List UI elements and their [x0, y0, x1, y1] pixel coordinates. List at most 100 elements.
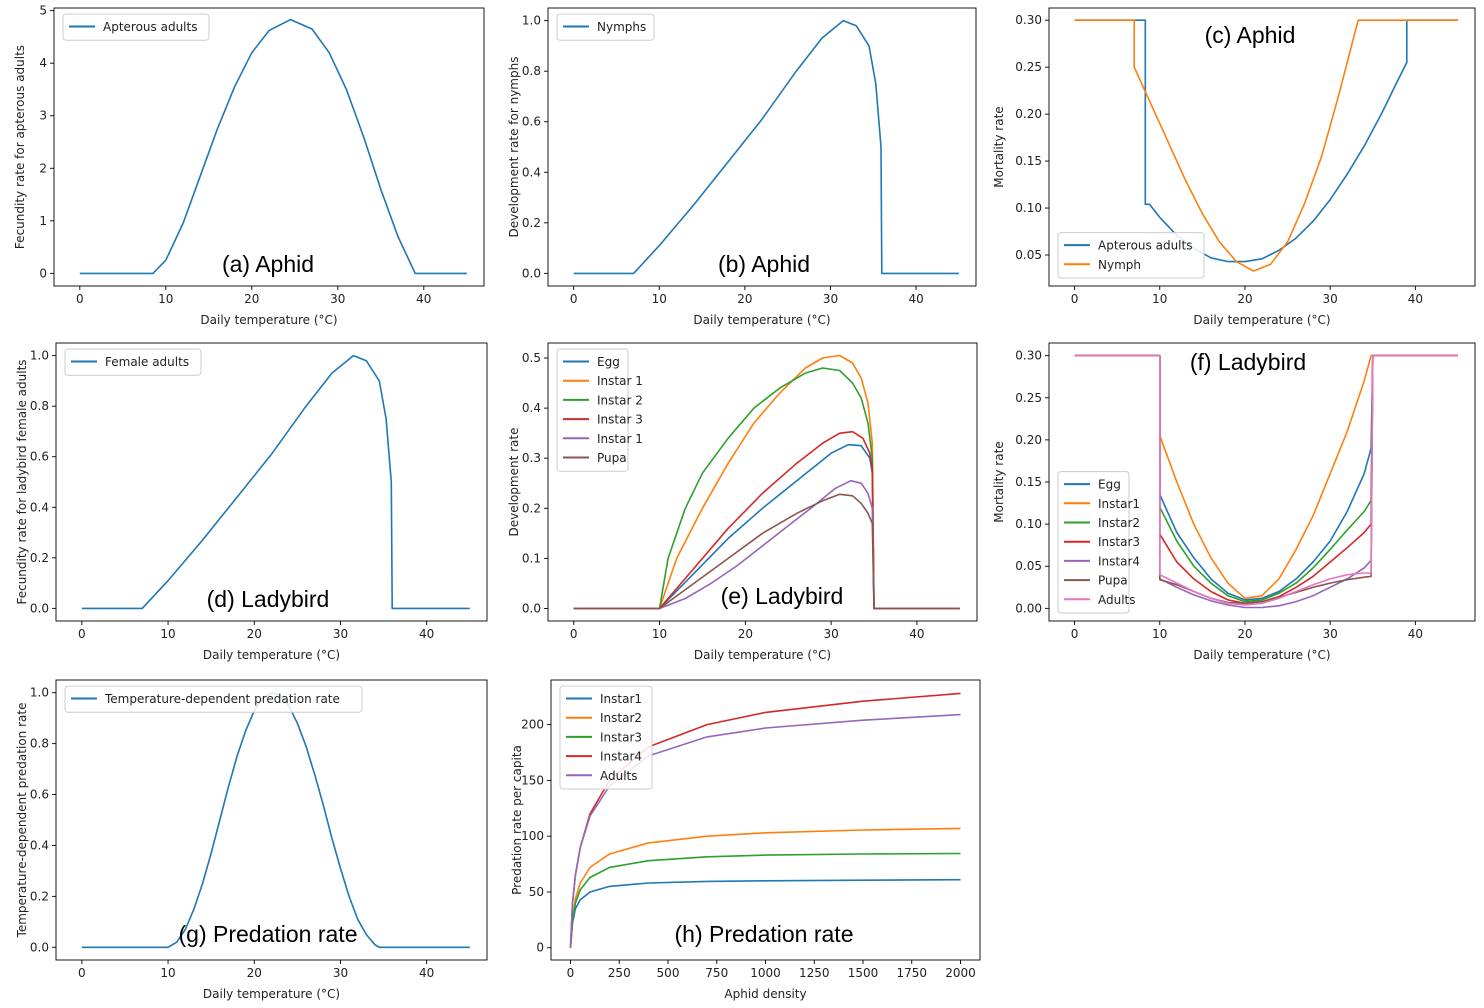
series-line-e-3	[573, 430, 960, 610]
y-tick-label-e: 0.1	[522, 551, 541, 565]
y-axis-label-f: Mortality rate	[992, 441, 1006, 522]
x-tick-label-c: 0	[1071, 292, 1079, 306]
x-axis-label-b: Daily temperature (°C)	[693, 313, 830, 327]
panel-title-e: (e) Ladybird	[721, 583, 844, 609]
y-tick-label-b: 0.0	[522, 266, 541, 280]
series-line-c-1	[1074, 19, 1458, 272]
x-tick-label-g: 40	[419, 966, 434, 980]
x-axis-label-c: Daily temperature (°C)	[1193, 313, 1330, 327]
y-axis-label-d: Fecundity rate for ladybird female adult…	[15, 359, 29, 604]
legend-label-e-1: Instar 1	[597, 374, 643, 388]
legend-label-h-0: Instar1	[600, 692, 642, 706]
x-tick-label-d: 40	[419, 627, 434, 641]
x-tick-label-c: 30	[1323, 292, 1338, 306]
x-tick-label-g: 0	[78, 966, 86, 980]
chart-panel-g: 0 10 20 30 40 0.0 0.2 0.4 0.6 0.8 1.0 Daily tempera…	[15, 679, 488, 1001]
y-tick-label-f: 0.05	[1015, 559, 1042, 573]
x-tick-label-a: 20	[244, 292, 259, 306]
y-tick-label-a: 5	[39, 4, 47, 18]
x-tick-label-d: 20	[247, 627, 262, 641]
plot-frame-e	[547, 342, 978, 622]
legend-label-f-0: Egg	[1098, 478, 1121, 492]
y-tick-label-h: 100	[521, 829, 544, 843]
plot-frame-b	[547, 7, 977, 287]
y-tick-label-c: 0.30	[1015, 13, 1042, 27]
x-tick-label-a: 0	[76, 292, 84, 306]
plot-frame-a	[53, 7, 485, 287]
x-tick-label-f: 30	[1323, 627, 1338, 641]
legend-b: Nymphs	[556, 13, 655, 41]
x-axis-label-f: Daily temperature (°C)	[1193, 648, 1330, 662]
x-tick-label-b: 20	[737, 292, 752, 306]
legend-label-d-0: Female adults	[105, 355, 189, 369]
legend-label-c-0: Apterous adults	[1098, 239, 1192, 253]
y-tick-label-c: 0.20	[1015, 107, 1042, 121]
x-tick-label-g: 30	[333, 966, 348, 980]
x-tick-label-b: 40	[908, 292, 923, 306]
y-tick-label-f: 0.10	[1015, 517, 1042, 531]
x-tick-label-h: 1000	[750, 966, 781, 980]
chart-panel-h: 0 250 500 750 1000 1250 1500 1750 2000 0 50 100 150 2…	[510, 679, 981, 1001]
y-tick-label-e: 0.4	[522, 401, 541, 415]
x-tick-label-e: 30	[823, 627, 838, 641]
series-line-d-0	[81, 354, 470, 610]
y-tick-label-b: 1.0	[522, 14, 541, 28]
x-tick-label-e: 20	[738, 627, 753, 641]
panel-title-g: (g) Predation rate	[179, 921, 358, 947]
legend-h: Instar1 Instar2 Instar3 Instar4 Adults	[559, 685, 653, 790]
chart-panel-e: 0 10 20 30 40 0.0 0.1 0.2 0.3 0.4 0.5 Daily tempera…	[507, 342, 978, 662]
x-tick-label-a: 10	[158, 292, 173, 306]
legend-box-f	[1057, 471, 1130, 614]
y-tick-label-h: 200	[521, 718, 544, 732]
x-tick-label-h: 750	[705, 966, 728, 980]
y-tick-label-c: 0.15	[1015, 154, 1042, 168]
legend-label-c-1: Nymph	[1098, 258, 1141, 272]
legend-label-f-5: Pupa	[1098, 574, 1128, 588]
y-tick-label-e: 0.3	[522, 451, 541, 465]
legend-label-e-4: Instar 1	[597, 432, 643, 446]
legend-label-f-1: Instar1	[1098, 497, 1140, 511]
x-tick-label-e: 0	[570, 627, 578, 641]
x-tick-label-f: 0	[1071, 627, 1079, 641]
panel-title-h: (h) Predation rate	[675, 921, 854, 947]
series-line-g-0	[81, 691, 470, 949]
y-tick-label-g: 0.8	[30, 737, 49, 751]
y-tick-label-d: 0.4	[30, 500, 49, 514]
legend-label-h-1: Instar2	[600, 711, 642, 725]
x-tick-label-h: 1750	[896, 966, 927, 980]
y-axis-label-h: Predation rate per capita	[510, 745, 524, 895]
legend-label-f-2: Instar2	[1098, 516, 1140, 530]
x-axis-label-g: Daily temperature (°C)	[203, 987, 340, 1001]
x-axis-label-a: Daily temperature (°C)	[200, 313, 337, 327]
y-tick-label-d: 1.0	[30, 349, 49, 363]
x-tick-label-b: 0	[570, 292, 578, 306]
y-tick-label-b: 0.2	[522, 216, 541, 230]
x-tick-label-h: 1250	[799, 966, 830, 980]
x-tick-label-d: 0	[78, 627, 86, 641]
x-tick-label-f: 10	[1152, 627, 1167, 641]
series-line-f-6	[1074, 354, 1458, 606]
plot-frame-g	[55, 679, 488, 961]
chart-panel-c: 0 10 20 30 40 0.05 0.10 0.15 0.20 0.25 0.30 Daily t…	[992, 7, 1476, 327]
y-tick-label-d: 0.6	[30, 450, 49, 464]
series-line-e-5	[573, 493, 960, 610]
y-tick-label-e: 0.0	[522, 601, 541, 615]
legend-f: Egg Instar1 Instar2 Instar3 Instar4 Pupa Adult…	[1057, 471, 1140, 614]
series-line-e-1	[573, 354, 960, 610]
y-tick-label-a: 0	[39, 266, 47, 280]
legend-label-h-3: Instar4	[600, 750, 642, 764]
series-line-f-0	[1074, 354, 1458, 601]
legend-e: Egg Instar 1 Instar 2 Instar 3 Instar 1 Pupa	[556, 348, 643, 472]
series-line-a-0	[79, 18, 467, 275]
y-tick-label-b: 0.8	[522, 64, 541, 78]
y-tick-label-e: 0.5	[522, 351, 541, 365]
y-tick-label-g: 0.4	[30, 838, 49, 852]
plot-frame-d	[55, 342, 488, 622]
y-tick-label-h: 0	[536, 941, 544, 955]
y-tick-label-g: 1.0	[30, 686, 49, 700]
x-tick-label-f: 20	[1237, 627, 1252, 641]
x-axis-label-e: Daily temperature (°C)	[694, 648, 831, 662]
series-line-h-2	[569, 852, 961, 948]
x-tick-label-h: 250	[608, 966, 631, 980]
chart-panel-b: 0 10 20 30 40 0.0 0.2 0.4 0.6 0.8 1.0 Daily tempera…	[507, 7, 977, 327]
